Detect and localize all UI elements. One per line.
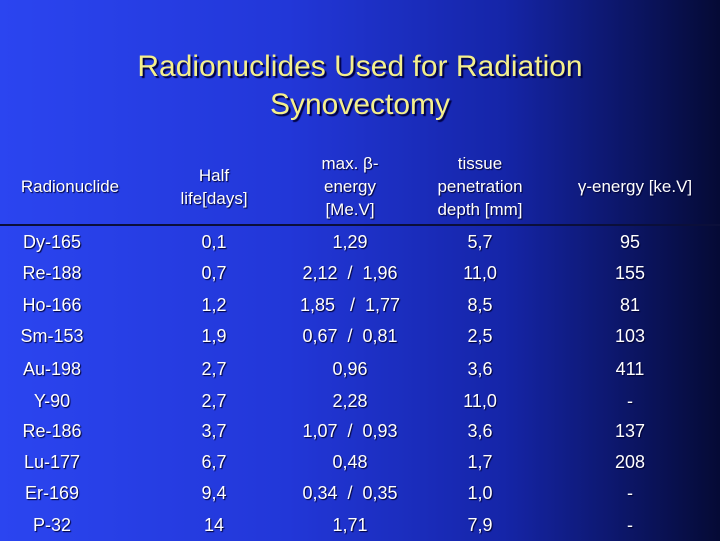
header-tissue-line-3: depth [mm] [437, 200, 523, 219]
cell-half-life-text: 0,1 [201, 232, 227, 252]
header-half-life-line-1: Half [198, 166, 230, 185]
cell-half-life-text: 3,7 [201, 421, 227, 441]
cell-gamma-energy-text: 103 [614, 326, 646, 346]
header-beta-line-3: [Me.V] [325, 200, 375, 219]
cell-tissue-depth-text: 1,0 [467, 483, 493, 503]
cell-radionuclide: Sm-153 [20, 326, 84, 346]
cell-beta-energy-text: 0,34 / 0,35 [302, 483, 398, 503]
header-tissue-line-2: penetration [437, 177, 523, 196]
header-tissue-penetration: tissue penetration depth [mm] [410, 152, 550, 221]
table-row: Dy-165 0,1 1,29 5,7 95 [0, 227, 720, 258]
cell-tissue-depth-text: 11,0 [463, 391, 497, 411]
cell-tissue-depth-text: 8,5 [467, 295, 493, 315]
table-row: Sm-153 1,9 0,67 / 0,81 2,5 103 [0, 321, 720, 352]
cell-gamma-energy-text: 81 [619, 295, 641, 315]
cell-beta-energy-text: 1,29 [332, 232, 368, 252]
cell-radionuclide: Er-169 [24, 483, 80, 503]
cell-gamma-energy-text: 155 [614, 263, 646, 283]
cell-gamma-energy-text: 208 [614, 452, 646, 472]
cell-gamma-energy-text: - [627, 391, 633, 411]
cell-gamma-energy-text: - [627, 483, 633, 503]
header-half-life-line-2: life[days] [180, 189, 248, 208]
table-row: Au-198 2,7 0,96 3,6 411 [0, 354, 720, 385]
cell-gamma-energy-text: - [627, 515, 633, 535]
cell-radionuclide: Au-198 [22, 359, 82, 379]
cell-tissue-depth-text: 3,6 [467, 421, 493, 441]
cell-half-life-text: 0,7 [201, 263, 227, 283]
cell-tissue-depth-text: 5,7 [467, 232, 493, 252]
cell-tissue-depth-text: 1,7 [467, 452, 493, 472]
cell-half-life-text: 14 [203, 515, 225, 535]
cell-radionuclide: Re-188 [22, 263, 82, 283]
table-row: Lu-177 6,7 0,48 1,7 208 [0, 447, 720, 478]
slide-title: Radionuclides Used for Radiation Synovec… [0, 48, 720, 124]
cell-beta-energy-text: 0,48 [332, 452, 368, 472]
cell-gamma-energy-text: 95 [619, 232, 641, 252]
cell-beta-energy-text: 1,07 / 0,93 [302, 421, 398, 441]
table-row: Re-186 3,7 1,07 / 0,93 3,6 137 [0, 416, 720, 447]
cell-half-life-text: 2,7 [201, 391, 227, 411]
cell-beta-energy-text: 2,12 / 1,96 [302, 263, 398, 283]
slide-title-line-1: Radionuclides Used for Radiation [137, 50, 583, 83]
cell-tissue-depth-text: 7,9 [467, 515, 493, 535]
cell-beta-energy-text: 0,67 / 0,81 [302, 326, 398, 346]
cell-beta-energy-text: 0,96 [332, 359, 368, 379]
header-beta-line-2: energy [324, 177, 376, 196]
cell-beta-energy-text: 1,85 / 1,77 [299, 295, 401, 315]
header-divider [0, 224, 720, 226]
cell-tissue-depth-text: 3,6 [467, 359, 493, 379]
slide-title-line-2: Synovectomy [269, 88, 451, 121]
table-row: P-32 14 1,71 7,9 - [0, 510, 720, 541]
cell-radionuclide: P-32 [32, 515, 72, 535]
cell-radionuclide: Dy-165 [22, 232, 82, 252]
cell-gamma-energy-text: 137 [614, 421, 646, 441]
cell-beta-energy-text: 2,28 [332, 391, 368, 411]
table-row: Ho-166 1,2 1,85 / 1,77 8,5 81 [0, 290, 720, 321]
cell-half-life-text: 6,7 [201, 452, 227, 472]
cell-tissue-depth-text: 2,5 [467, 326, 493, 346]
header-beta-energy: max. β- energy [Me.V] [290, 152, 410, 221]
header-radionuclide: Radionuclide [20, 177, 120, 196]
header-beta-line-1: max. β- [321, 154, 379, 173]
cell-half-life-text: 9,4 [201, 483, 227, 503]
table-row: Er-169 9,4 0,34 / 0,35 1,0 - [0, 478, 720, 509]
header-half-life: Half life[days] [154, 164, 274, 210]
cell-radionuclide: Ho-166 [22, 295, 82, 315]
table-row: Re-188 0,7 2,12 / 1,96 11,0 155 [0, 258, 720, 289]
cell-tissue-depth-text: 11,0 [463, 263, 497, 283]
table-row: Y-90 2,7 2,28 11,0 - [0, 386, 720, 417]
header-tissue-line-1: tissue [457, 154, 503, 173]
cell-half-life-text: 1,9 [201, 326, 227, 346]
cell-beta-energy-text: 1,71 [332, 515, 368, 535]
cell-half-life-text: 2,7 [201, 359, 227, 379]
cell-half-life-text: 1,2 [201, 295, 227, 315]
header-gamma-energy: γ-energy [ke.V] [577, 177, 693, 196]
cell-gamma-energy-text: 411 [615, 359, 645, 379]
cell-radionuclide: Y-90 [33, 391, 71, 411]
cell-radionuclide: Re-186 [22, 421, 82, 441]
cell-radionuclide: Lu-177 [23, 452, 81, 472]
